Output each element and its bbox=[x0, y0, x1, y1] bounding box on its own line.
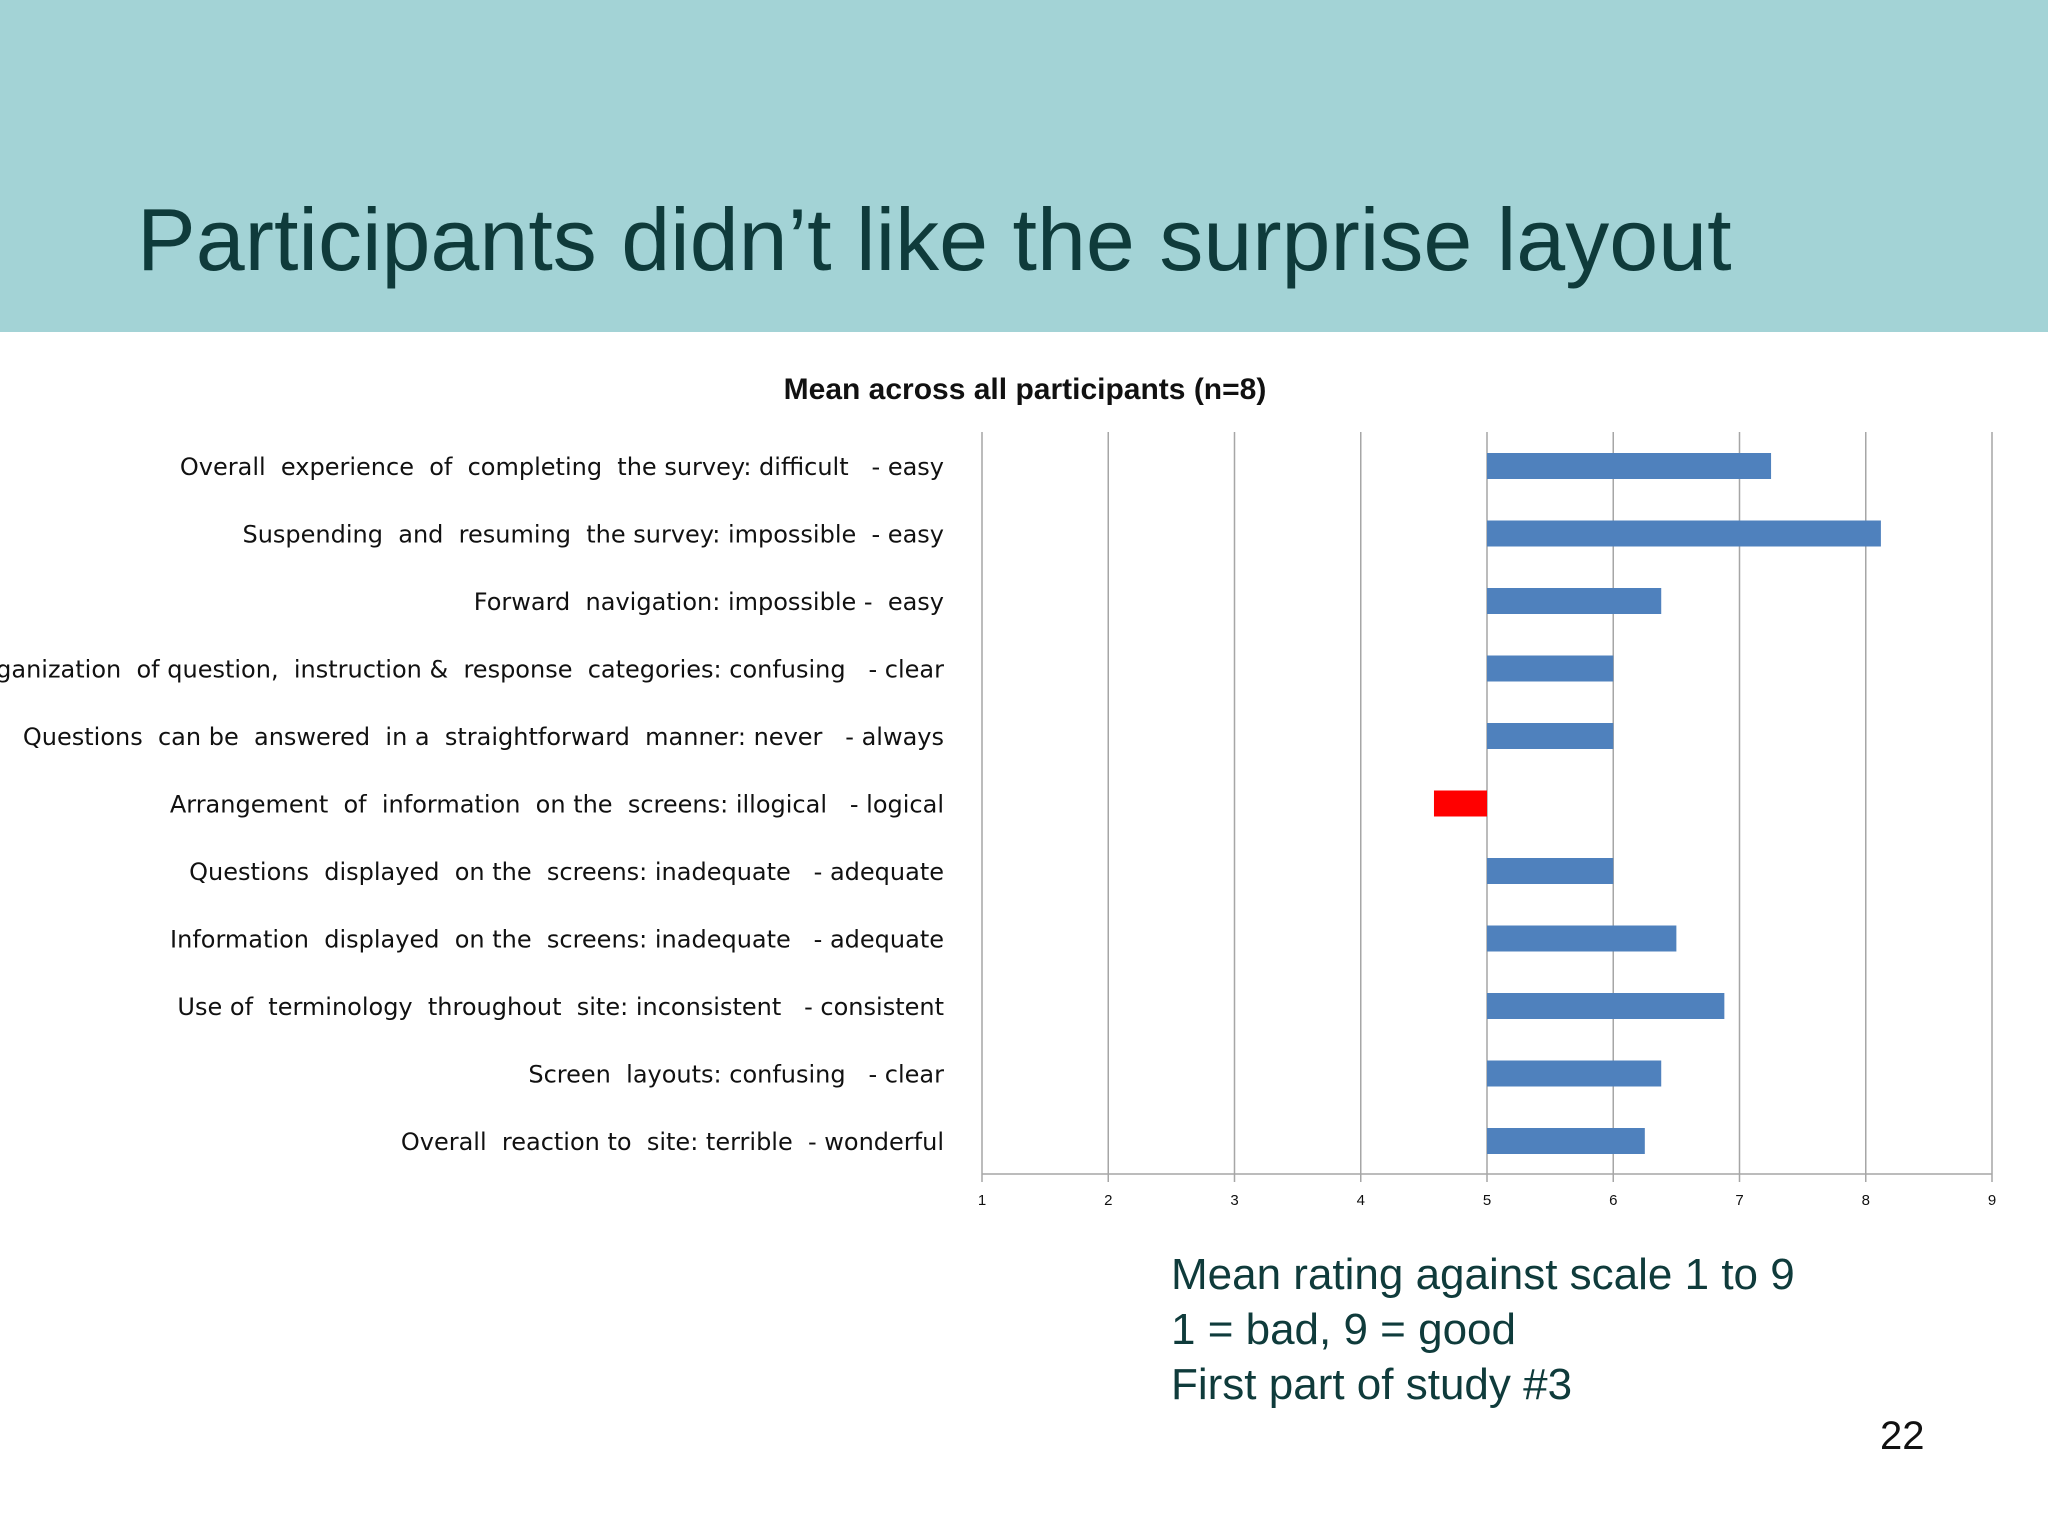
note-line-1: Mean rating against scale 1 to 9 bbox=[1171, 1250, 1795, 1299]
x-axis: 1 2 3 4 5 6 7 8 9 bbox=[978, 1173, 1996, 1209]
category-label-6: Arrangement of information on the screen… bbox=[170, 791, 944, 819]
bars bbox=[1433, 453, 1881, 1154]
note-line-3: First part of study #3 bbox=[1171, 1360, 1573, 1409]
category-label-7: Questions displayed on the screens: inad… bbox=[189, 858, 944, 886]
bar-5 bbox=[1487, 723, 1614, 749]
bar-10 bbox=[1487, 1060, 1662, 1087]
chart-notes: Mean rating against scale 1 to 9 1 = bad… bbox=[1171, 1247, 1795, 1412]
category-label-5: Questions can be answered in a straightf… bbox=[23, 723, 944, 751]
category-label-1: Overall experience of completing the sur… bbox=[180, 453, 944, 481]
category-label-11: Overall reaction to site: terrible - won… bbox=[401, 1128, 944, 1156]
bar-9 bbox=[1487, 993, 1725, 1019]
bar-2 bbox=[1487, 520, 1881, 547]
category-label-8: Information displayed on the screens: in… bbox=[170, 926, 944, 954]
bar-chart: Mean across all participants (n=8) 1 2 3 4 5… bbox=[0, 373, 1996, 1209]
x-tick-label-6: 6 bbox=[1609, 1192, 1617, 1209]
category-label-10: Screen layouts: confusing - clear bbox=[528, 1061, 944, 1089]
header-band bbox=[0, 0, 2048, 332]
bar-11 bbox=[1487, 1128, 1645, 1154]
category-label-4: Organization of question, instruction & … bbox=[0, 656, 944, 684]
bar-3 bbox=[1487, 588, 1662, 614]
category-label-9: Use of terminology throughout site: inco… bbox=[177, 993, 944, 1021]
x-tick-label-8: 8 bbox=[1862, 1192, 1870, 1209]
bar-1 bbox=[1487, 453, 1772, 479]
page-number: 22 bbox=[1880, 1414, 1925, 1458]
note-line-2: 1 = bad, 9 = good bbox=[1171, 1305, 1516, 1354]
category-label-3: Forward navigation: impossible - easy bbox=[474, 588, 944, 616]
x-tick-label-7: 7 bbox=[1735, 1192, 1743, 1209]
bar-7 bbox=[1487, 858, 1614, 884]
x-tick-label-5: 5 bbox=[1483, 1192, 1491, 1209]
chart-title: Mean across all participants (n=8) bbox=[784, 373, 1267, 406]
bar-8 bbox=[1487, 925, 1677, 952]
x-tick-label-2: 2 bbox=[1104, 1192, 1112, 1209]
x-tick-label-9: 9 bbox=[1988, 1192, 1996, 1209]
x-tick-label-4: 4 bbox=[1357, 1192, 1365, 1209]
gridlines bbox=[981, 432, 1993, 1182]
x-tick-label-1: 1 bbox=[978, 1192, 986, 1209]
slide-title: Participants didn’t like the surprise la… bbox=[137, 190, 1732, 289]
bar-6 bbox=[1433, 790, 1487, 817]
category-labels: Overall experience of completing the sur… bbox=[0, 453, 944, 1156]
bar-4 bbox=[1487, 655, 1614, 682]
category-label-2: Suspending and resuming the survey: impo… bbox=[242, 521, 944, 549]
x-tick-label-3: 3 bbox=[1230, 1192, 1238, 1209]
